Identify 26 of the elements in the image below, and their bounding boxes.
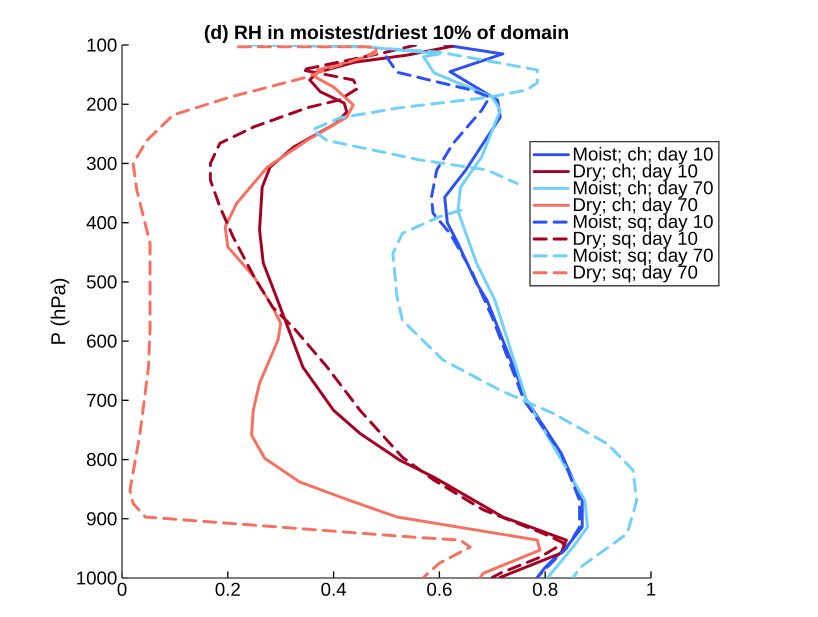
legend-label: Moist; ch; day 70 [574, 180, 713, 198]
legend-label: Dry; ch; day 10 [574, 164, 698, 182]
legend-label: Dry; sq; day 70 [574, 264, 698, 282]
x-tick-label: 1 [647, 582, 656, 596]
x-tick-label: 0 [118, 582, 126, 596]
legend-label: Dry; sq; day 10 [574, 231, 698, 249]
y-tick-label: 700 [87, 394, 117, 407]
x-tick-label: 0.6 [427, 582, 452, 596]
legend-label: Moist; sq; day 10 [574, 214, 713, 232]
y-tick-label: 300 [86, 156, 117, 170]
y-tick-label: 500 [86, 275, 117, 289]
x-tick-label: 0.2 [216, 582, 240, 596]
chart-title: (d) RH in moistest/driest 10% of domain [204, 24, 568, 43]
y-tick-label: 100 [88, 38, 117, 52]
x-tick-label: 0.8 [532, 582, 558, 596]
legend-label: Dry; ch; day 70 [574, 198, 698, 215]
legend-label: Moist; sq; day 70 [574, 248, 713, 266]
y-tick-label: 1000 [77, 571, 117, 585]
y-axis-title: P (hPa) [50, 278, 70, 344]
y-tick-label: 400 [86, 216, 117, 230]
y-tick-label: 900 [87, 512, 117, 526]
y-tick-label: 800 [86, 452, 117, 466]
legend-label: Moist; ch; day 10 [574, 146, 713, 164]
y-tick-label: 200 [87, 98, 117, 111]
y-tick-label: 600 [87, 334, 117, 348]
x-tick-label: 0.4 [321, 582, 346, 596]
